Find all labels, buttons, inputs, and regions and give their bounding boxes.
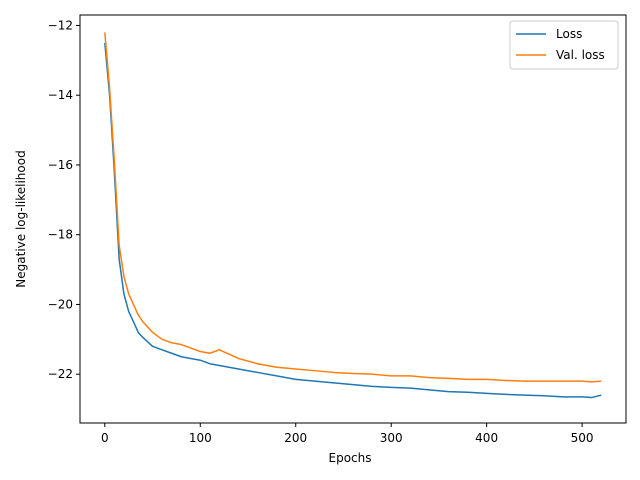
- legend-label-loss: Loss: [556, 27, 582, 41]
- y-axis-ticks: −22 −20 −18 −16 −14 −12: [48, 18, 80, 381]
- legend: Loss Val. loss: [509, 20, 619, 70]
- series-line-val-loss: [104, 32, 602, 383]
- y-tick-label: −18: [48, 228, 73, 242]
- x-tick-label: 100: [189, 431, 212, 445]
- series-layer: [104, 32, 602, 399]
- y-axis-label: Negative log-likelihood: [14, 150, 28, 287]
- y-tick-label: −16: [48, 158, 73, 172]
- legend-box: [509, 20, 619, 70]
- legend-label-val-loss: Val. loss: [556, 48, 605, 62]
- plot-area-frame: [79, 14, 627, 424]
- y-tick-label: −20: [48, 297, 73, 311]
- y-tick-label: −14: [48, 88, 73, 102]
- x-tick-label: 200: [284, 431, 307, 445]
- y-tick-label: −12: [48, 18, 73, 32]
- x-axis-label: Epochs: [329, 451, 372, 465]
- x-axis-ticks: 0 100 200 300 400 500: [101, 423, 594, 445]
- series-line-loss: [104, 42, 602, 399]
- x-tick-label: 500: [571, 431, 594, 445]
- y-tick-label: −22: [48, 367, 73, 381]
- x-tick-label: 0: [101, 431, 109, 445]
- x-tick-label: 300: [380, 431, 403, 445]
- x-tick-label: 400: [475, 431, 498, 445]
